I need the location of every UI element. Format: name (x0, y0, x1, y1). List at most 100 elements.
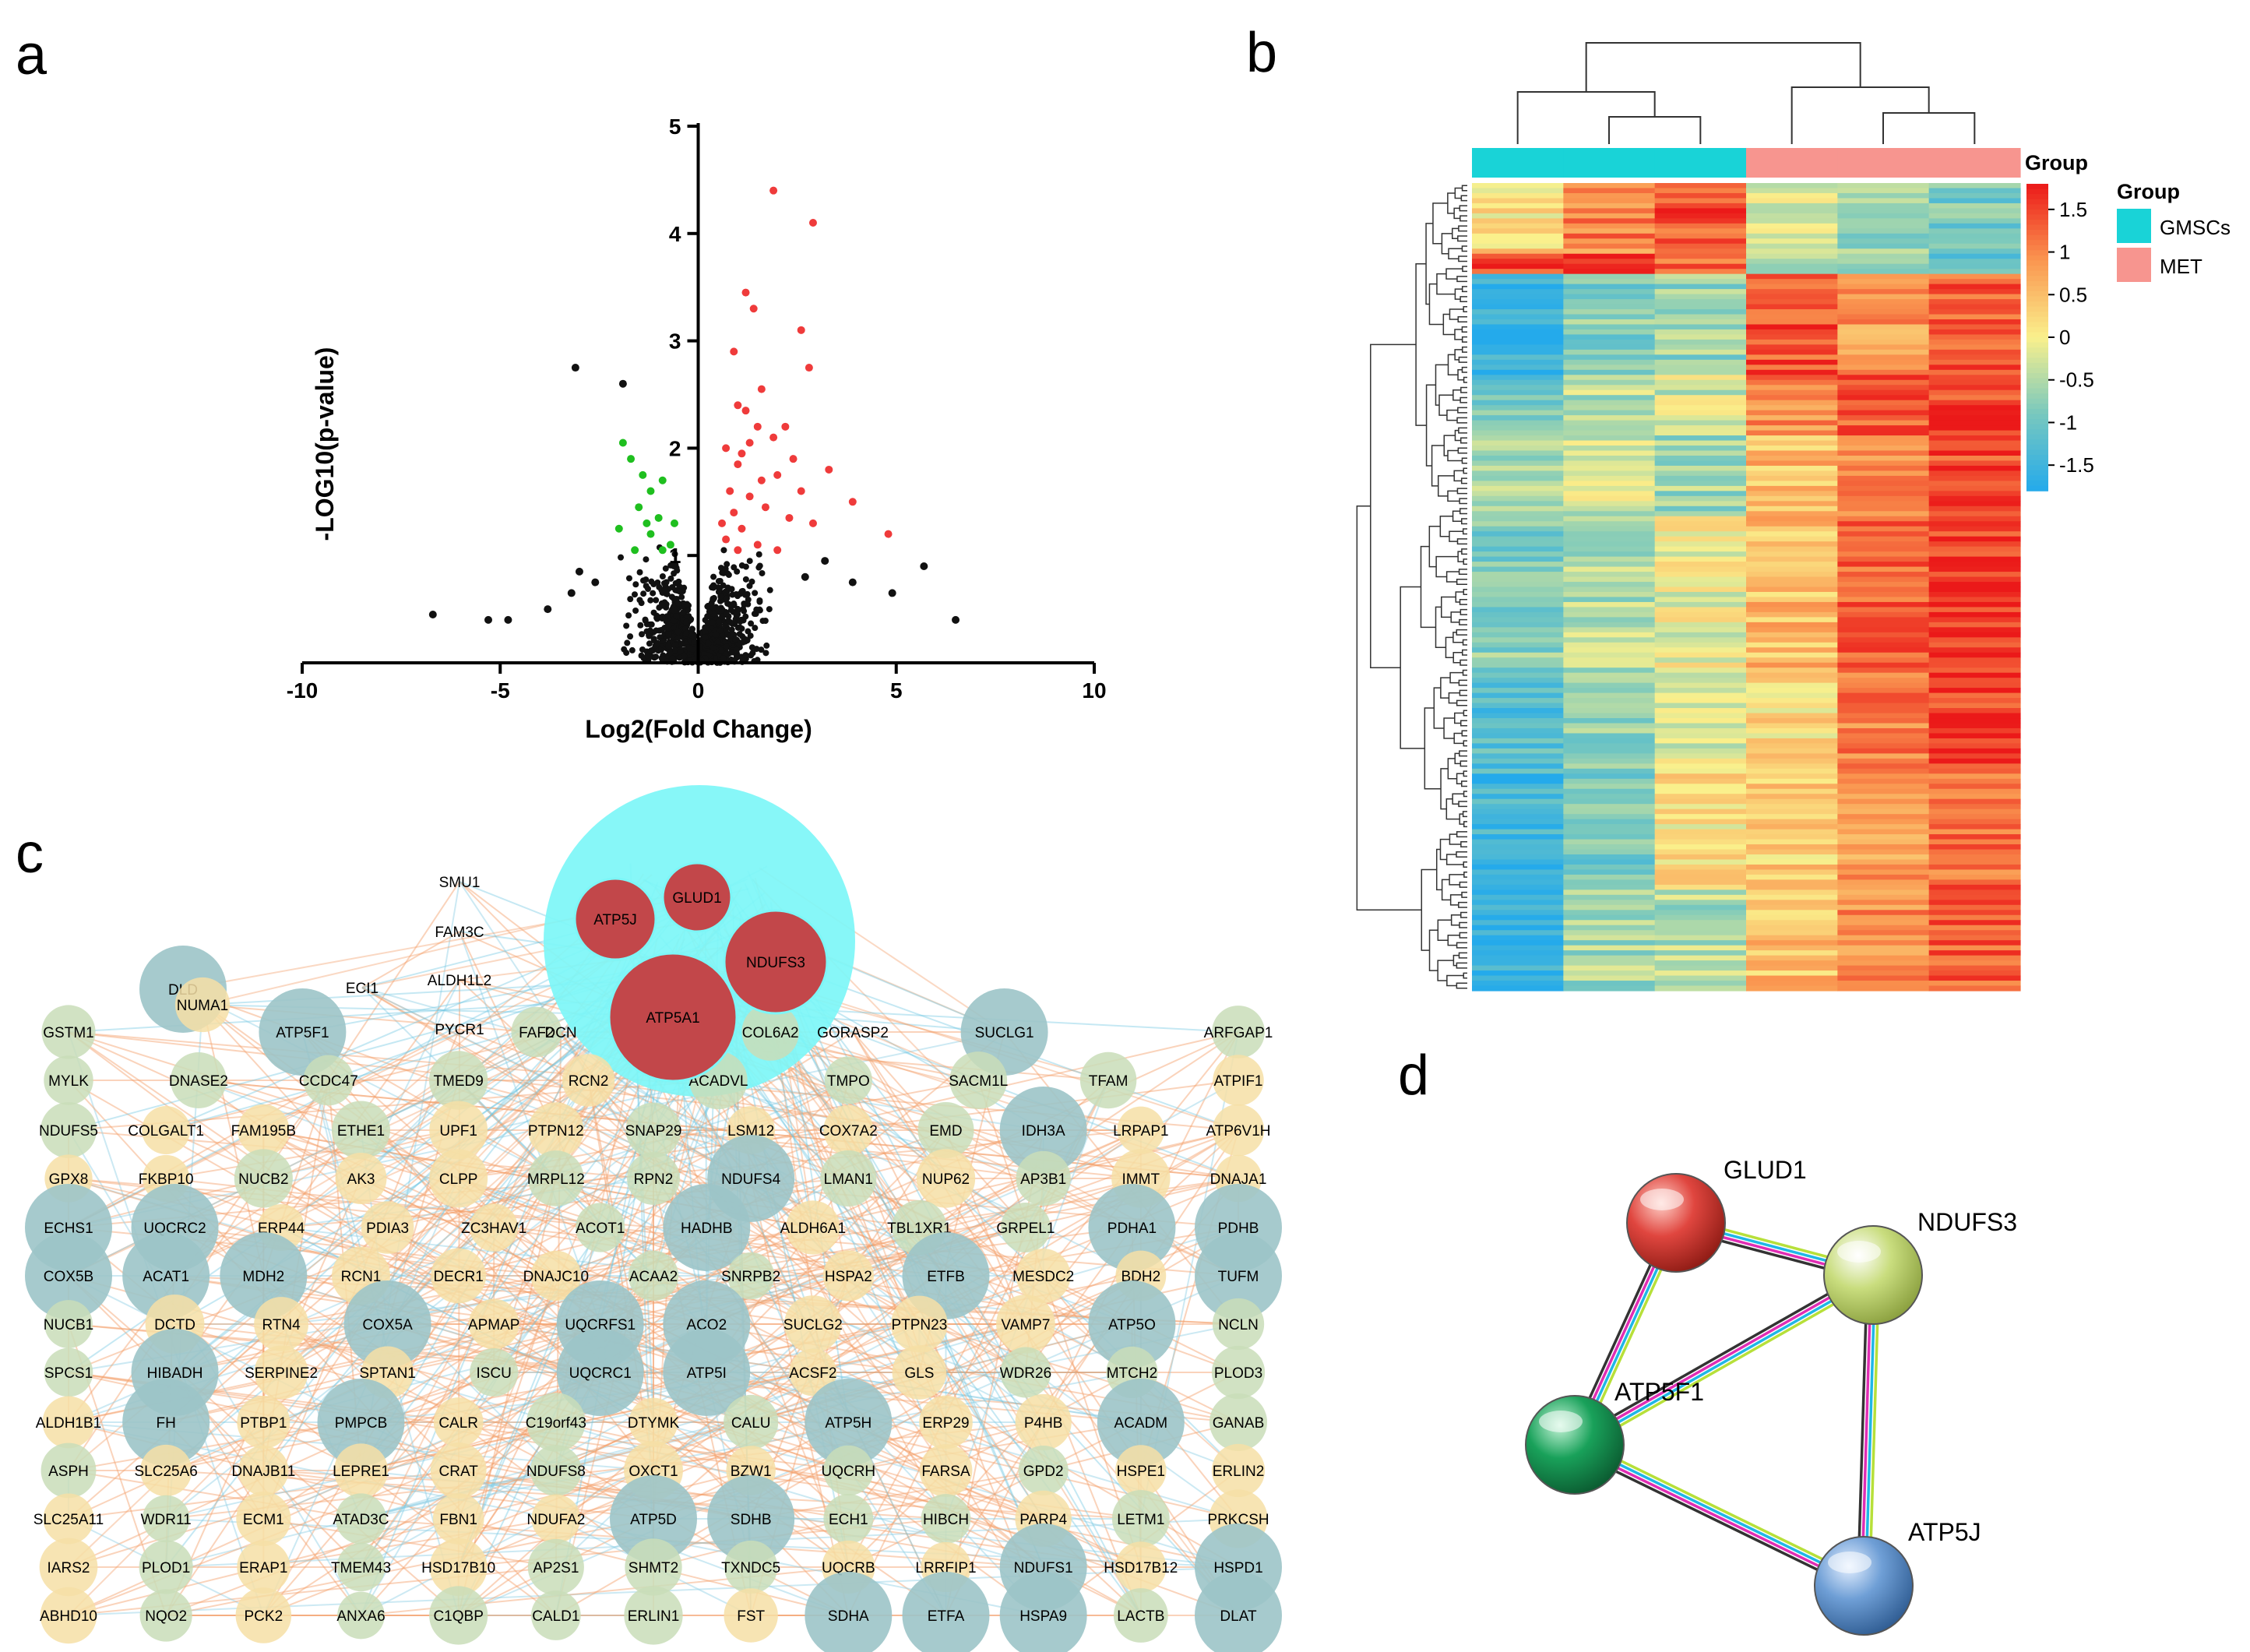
network-node-label: MYLK (48, 1073, 89, 1090)
colorbar-segment (2026, 358, 2048, 364)
heatmap-cell (1837, 470, 1930, 477)
heatmap-cell (1563, 808, 1656, 815)
network-node-label: DNAJC10 (523, 1269, 589, 1285)
network-node-nup62 (916, 1149, 976, 1208)
heatmap-cell (1928, 470, 2021, 477)
volcano-point-ns (758, 646, 765, 653)
heatmap-cell (1654, 192, 1747, 199)
heatmap-cell (1837, 738, 1930, 745)
heatmap-cell (1654, 808, 1747, 815)
volcano-point-ns (659, 572, 666, 579)
colorbar-segment (2026, 337, 2048, 343)
dendro-left-branch (1461, 649, 1467, 656)
heatmap-cell (1654, 365, 1747, 371)
heatmap-cell (1563, 435, 1656, 442)
heatmap-cell (1928, 395, 2021, 401)
hub-node-label: ATP5A1 (646, 1010, 699, 1027)
group-legend-label: GMSCs (2160, 216, 2231, 239)
volcano-point-ns (710, 573, 717, 580)
heatmap-cell (1563, 617, 1656, 623)
network-node-ap3b1 (1016, 1150, 1071, 1206)
heatmap-cell (1746, 829, 1838, 835)
network-node-label: SDHA (828, 1608, 869, 1625)
heatmap-cell (1654, 263, 1747, 269)
heatmap-group-annotation-bar (1472, 148, 2021, 178)
dendro-left-branch (1454, 288, 1463, 300)
heatmap-cell (1472, 446, 1564, 452)
network-node-serpine2 (254, 1345, 308, 1400)
volcano-point-ns (688, 625, 695, 632)
heatmap-cell (1472, 481, 1564, 487)
heatmap-cell (1563, 981, 1656, 987)
heatmap-cell (1563, 289, 1656, 295)
string-edge (1856, 1274, 1869, 1586)
volcano-point-ns (643, 583, 650, 590)
heatmap-cell (1654, 425, 1747, 431)
heatmap-cell (1837, 324, 1930, 330)
heatmap-cell (1928, 253, 2021, 259)
volcano-point-ns (745, 628, 752, 635)
volcano-point-up (789, 455, 798, 463)
heatmap-cell (1563, 849, 1656, 855)
heatmap-cell (1654, 950, 1747, 956)
heatmap-cell (1928, 279, 2021, 285)
heatmap-cell (1563, 940, 1656, 946)
volcano-point-ns (618, 379, 627, 388)
heatmap-cell (1563, 536, 1656, 542)
colorbar-segment (2026, 342, 2048, 348)
heatmap-cell (1746, 804, 1838, 810)
heatmap-cell (1472, 354, 1564, 361)
heatmap-cell (1837, 192, 1930, 199)
dendro-left-branch (1459, 618, 1467, 625)
network-node-label: GRPEL1 (996, 1221, 1055, 1237)
network-node-iscu (470, 1347, 519, 1397)
colorbar-segment (2026, 209, 2048, 216)
network-node-slc25a6 (140, 1444, 192, 1497)
heatmap-cell (1837, 859, 1930, 865)
network-edge (165, 1031, 562, 1131)
volcano-point-ns (683, 630, 690, 637)
volcano-point-ns (567, 589, 576, 597)
network-node-upf1 (429, 1101, 488, 1160)
colorbar-segment (2026, 419, 2048, 425)
volcano-point-ns (710, 604, 717, 611)
volcano-point-down (639, 470, 647, 479)
heatmap-cell (1654, 223, 1747, 229)
volcano-point-up (805, 364, 813, 372)
heatmap-cell (1928, 647, 2021, 653)
heatmap-cell (1472, 819, 1564, 825)
dendro-left-branch (1458, 356, 1467, 363)
volcano-point-ns (646, 632, 653, 639)
heatmap-cell (1746, 450, 1838, 456)
heatmap-cells (1472, 183, 2021, 992)
heatmap-cell (1837, 263, 1930, 269)
heatmap-cell (1472, 889, 1564, 896)
heatmap-cell (1654, 611, 1747, 618)
network-node-clpp (429, 1149, 488, 1208)
heatmap-cell (1928, 284, 2021, 290)
network-node-label: LRPAP1 (1113, 1123, 1168, 1139)
heatmap-cell (1654, 228, 1747, 234)
heatmap-cell (1746, 228, 1838, 234)
heatmap-cell (1746, 632, 1838, 638)
volcano-point-ns (683, 618, 690, 625)
dendro-left-branch (1462, 811, 1467, 818)
dendro-left-branch (1457, 316, 1467, 322)
heatmap-cell (1837, 556, 1930, 562)
dendro-left-branch (1456, 488, 1467, 495)
network-node-label: IMMT (1122, 1171, 1160, 1188)
volcano-point-down (670, 519, 678, 527)
volcano-point-down (643, 519, 651, 527)
heatmap-cell (1928, 576, 2021, 583)
heatmap-cell (1928, 879, 2021, 886)
heatmap-cell (1928, 460, 2021, 467)
heatmap-cell (1472, 546, 1564, 552)
heatmap-cell (1563, 405, 1656, 411)
network-hub-edge (165, 971, 643, 1423)
heatmap-cell (1746, 662, 1838, 668)
heatmap-cell (1928, 738, 2021, 745)
network-edge (945, 1227, 1239, 1277)
heatmap-cell (1746, 930, 1838, 936)
heatmap-cell (1563, 824, 1656, 830)
